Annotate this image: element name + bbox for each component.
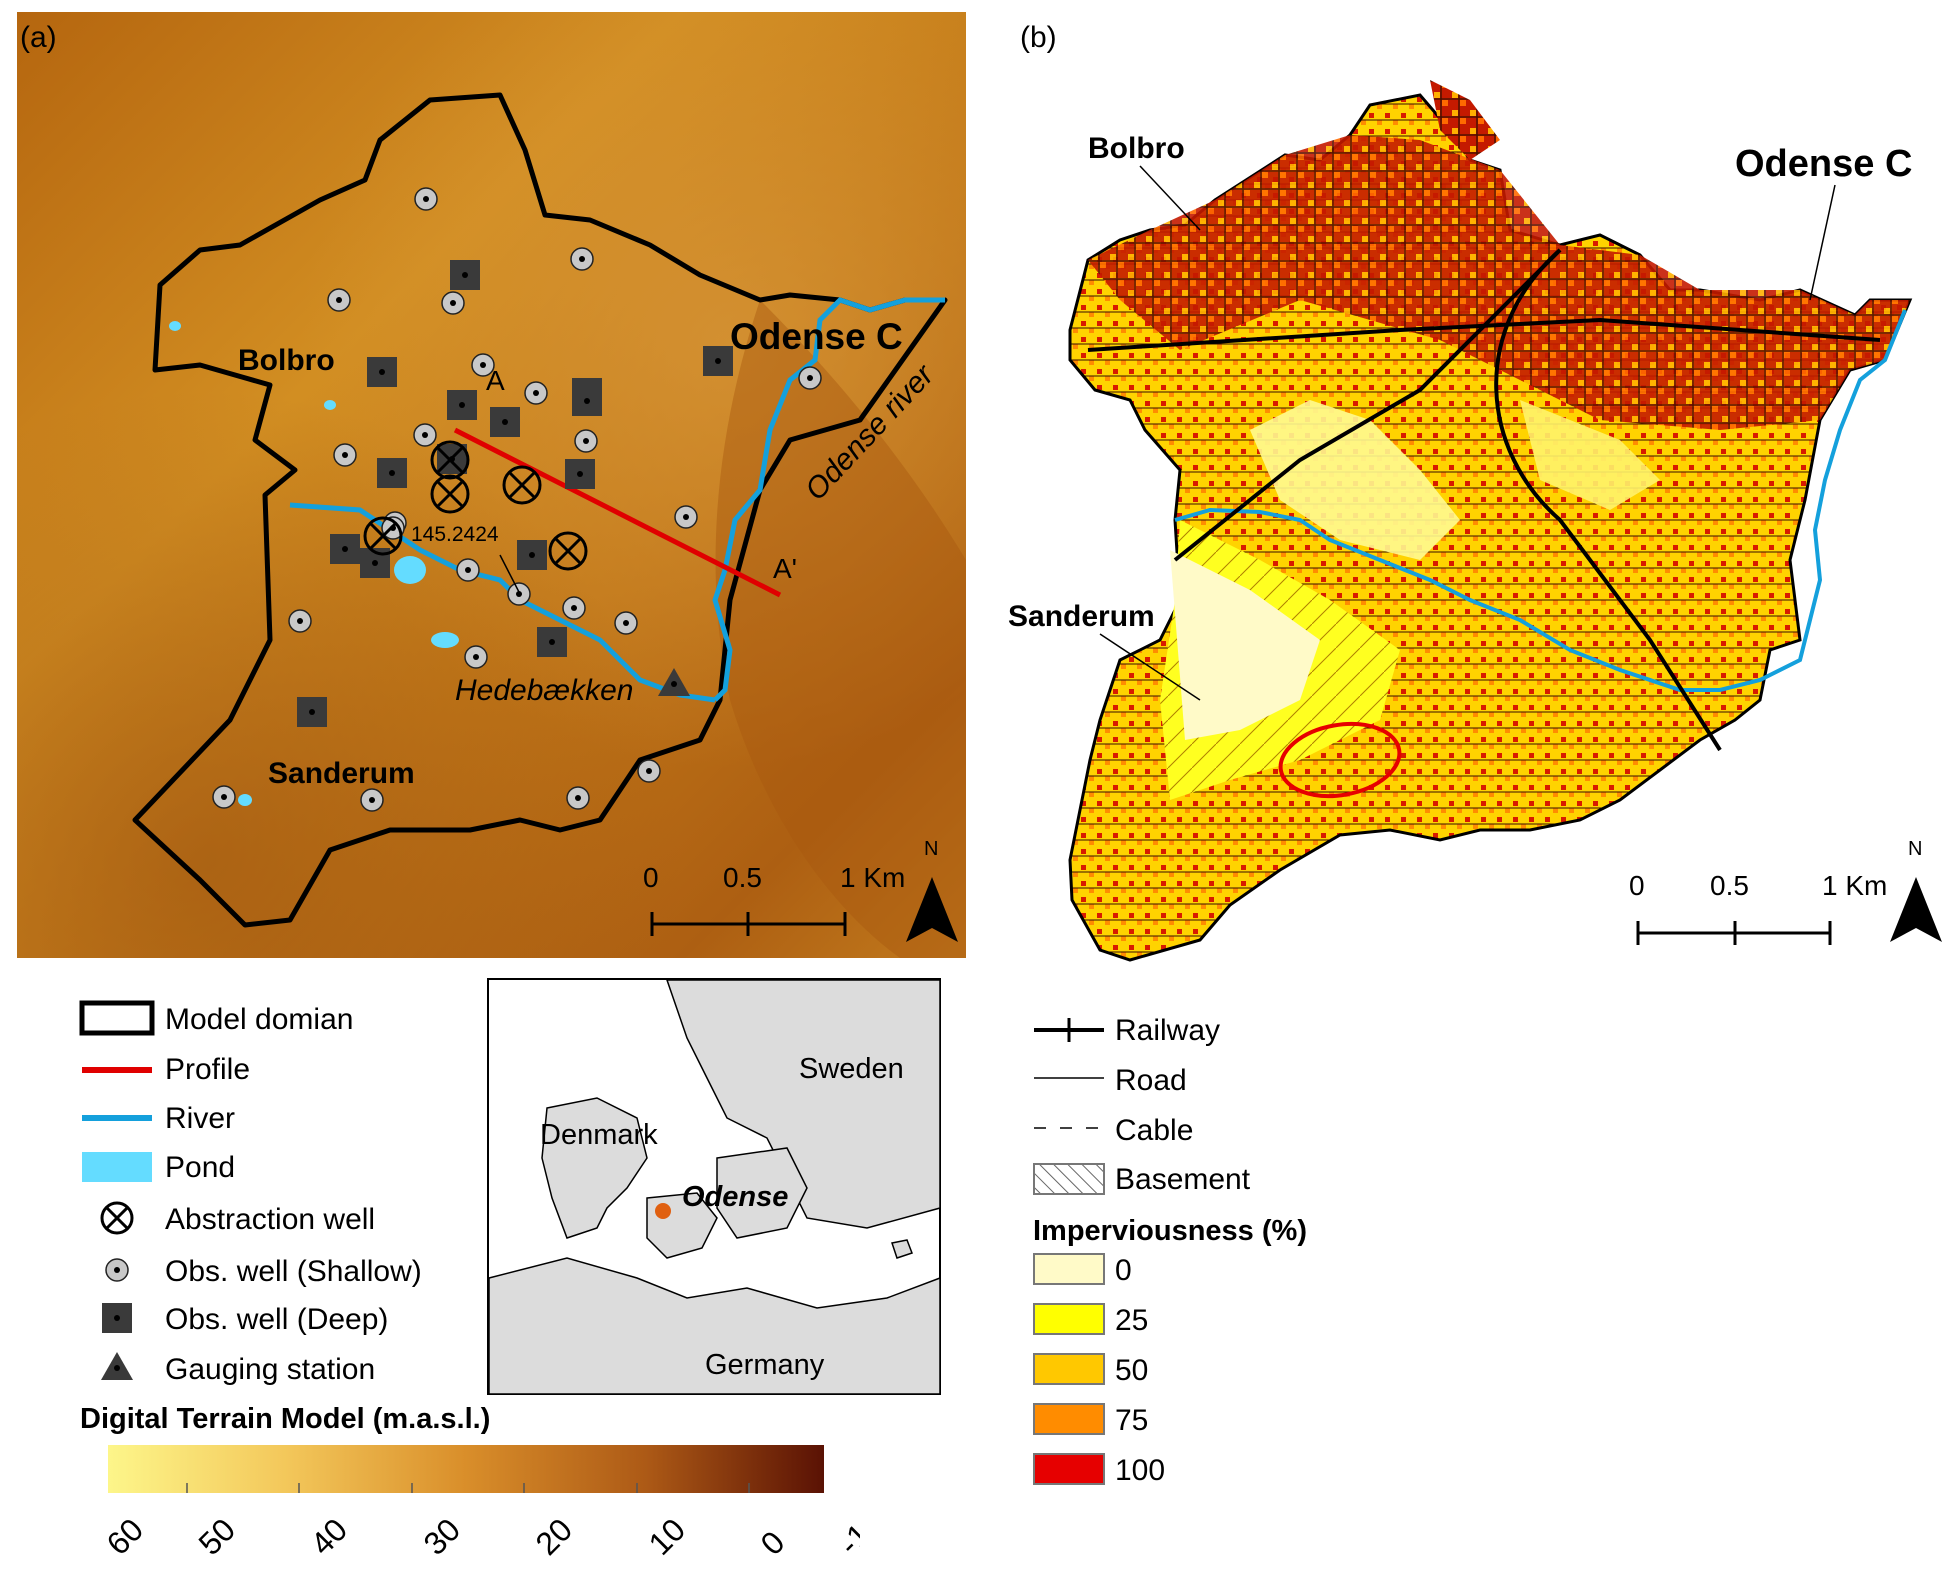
imperviousness-swatch-75 (1033, 1403, 1105, 1435)
model-domain-boundary (132, 92, 948, 928)
legend-panel-b: Railway Road Cable Basement Imperviousne… (1033, 1014, 1307, 1487)
imperviousness-class-25: 25 (1115, 1304, 1148, 1337)
gauging-station (658, 668, 690, 696)
dtm-tick-20: 20 (528, 1511, 579, 1562)
place-bolbro: Bolbro (238, 344, 335, 377)
basement-legend-icon (1033, 1163, 1105, 1195)
scale-label-0: 0 (643, 862, 659, 893)
panel-a-label: (a) (20, 21, 57, 54)
well-id-label: 145.2424 (411, 523, 499, 546)
profile-end-label: A' (773, 553, 797, 584)
dtm-gradient-bar (108, 1445, 824, 1493)
hedebaekken-label: Hedebækken (455, 674, 633, 707)
legend-item-deep-well: Obs. well (Deep) (165, 1303, 388, 1336)
north-label-b: N (1908, 838, 1922, 860)
place-sanderum: Sanderum (268, 757, 415, 790)
dtm-tick-10: 10 (641, 1511, 692, 1562)
scale-label-half: 0.5 (723, 862, 762, 893)
imperviousness-class-0: 0 (1115, 1254, 1132, 1287)
legend-item-abstraction-well: Abstraction well (165, 1203, 375, 1236)
location-inset-map: Sweden Denmark Odense Germany (487, 978, 941, 1395)
imperviousness-swatch-25 (1033, 1303, 1105, 1335)
scale-label-1km: 1 Km (840, 862, 905, 893)
odense-river (712, 297, 945, 702)
imperviousness-map-panel: (b) Bolbro Sanderum Odense C 0 0.5 1 Km … (1008, 21, 1942, 962)
imperviousness-swatch-50 (1033, 1353, 1105, 1385)
legend-item-pond: Pond (165, 1151, 235, 1184)
scale-b-label-1km: 1 Km (1822, 870, 1887, 901)
stadium-track (1278, 721, 1402, 799)
scale-b-label-half: 0.5 (1710, 870, 1749, 901)
imperviousness-class-75: 75 (1115, 1404, 1148, 1437)
legend-item-road: Road (1115, 1064, 1187, 1097)
scale-bar-b (1636, 921, 1832, 945)
imperviousness-swatch-100 (1033, 1453, 1105, 1485)
legend-item-profile: Profile (165, 1053, 250, 1086)
profile-start-label: A (486, 365, 505, 396)
north-arrow-icon (906, 877, 958, 942)
legend-item-gauging-station: Gauging station (165, 1353, 375, 1386)
ponds (169, 321, 459, 806)
dtm-tick-60: 60 (99, 1511, 150, 1562)
place-bolbro-b: Bolbro (1088, 132, 1185, 165)
imperviousness-swatch-0 (1033, 1253, 1105, 1285)
shallow-well-icon (105, 1258, 129, 1282)
railway-legend-icon (1034, 1018, 1104, 1042)
inset-label-odense: Odense (682, 1181, 788, 1213)
place-odense-c-b: Odense C (1735, 143, 1912, 185)
railway-lines (1087, 248, 1881, 752)
place-sanderum-b: Sanderum (1008, 600, 1155, 633)
dtm-map-panel: (a) Bolbro Sanderum Odense C Odense rive… (17, 12, 966, 958)
inset-label-denmark: Denmark (540, 1119, 658, 1151)
odense-location-dot (655, 1203, 671, 1219)
dtm-colorbar-title: Digital Terrain Model (m.a.s.l.) (80, 1403, 490, 1435)
legend-item-river: River (165, 1102, 235, 1135)
inset-label-sweden: Sweden (799, 1053, 904, 1085)
gauging-station-icon (101, 1352, 133, 1380)
dtm-tick-50: 50 (191, 1511, 242, 1562)
abstraction-wells (363, 440, 588, 571)
legend-item-cable: Cable (1115, 1114, 1193, 1147)
dtm-tick-minus10: -10 (831, 1504, 860, 1562)
legend-item-railway: Railway (1115, 1014, 1220, 1047)
dtm-colorbar: Digital Terrain Model (m.a.s.l.) 60 50 4… (80, 1403, 860, 1562)
shallow-wells (212, 187, 822, 812)
profile-line (453, 427, 782, 598)
legend-panel-a: Model domian Profile River Pond Abstract… (79, 1000, 422, 1386)
dtm-tick-0: 0 (753, 1524, 791, 1562)
dtm-tick-30: 30 (416, 1511, 467, 1562)
panel-b-label: (b) (1020, 21, 1057, 54)
imperviousness-class-50: 50 (1115, 1354, 1148, 1387)
legend-item-shallow-well: Obs. well (Shallow) (165, 1255, 422, 1288)
legend-item-model-domain: Model domian (165, 1003, 353, 1036)
deep-well-icon (102, 1303, 132, 1333)
abstraction-well-icon (100, 1201, 134, 1235)
inset-label-germany: Germany (705, 1349, 825, 1381)
imperviousness-class-100: 100 (1115, 1454, 1165, 1487)
legend-domain-swatch (79, 1000, 155, 1036)
imperviousness-title: Imperviousness (%) (1033, 1215, 1307, 1247)
dtm-tick-40: 40 (303, 1511, 354, 1562)
north-label: N (924, 838, 938, 860)
place-odense-c: Odense C (730, 316, 903, 357)
scale-b-label-0: 0 (1629, 870, 1645, 901)
north-arrow-icon-b (1890, 877, 1942, 942)
legend-item-basement: Basement (1115, 1163, 1251, 1196)
legend-pond-swatch (82, 1152, 152, 1182)
scale-bar (650, 912, 847, 936)
